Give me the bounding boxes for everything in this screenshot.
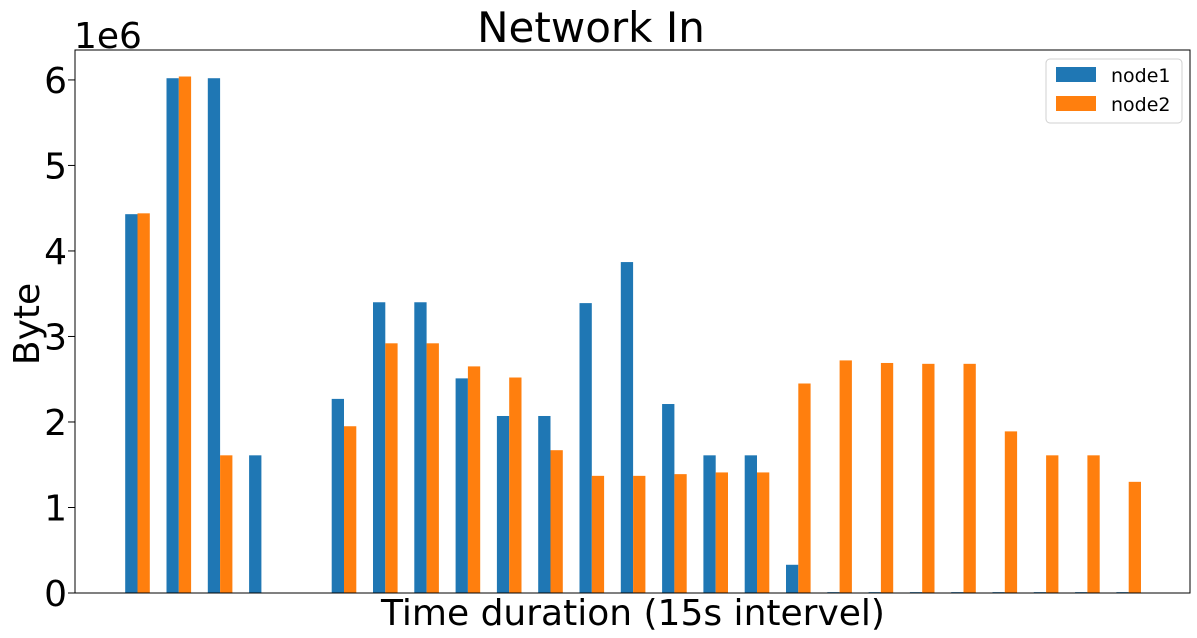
bar-node1-6: [331, 398, 344, 593]
bar-node2-16: [757, 472, 770, 593]
y-axis-ticks: 0 1 2 3 4 5 6: [44, 61, 75, 615]
bar-node1-3: [207, 78, 221, 594]
y-tick-label-6: 6: [44, 61, 67, 102]
y-tick-label-1: 1: [44, 488, 67, 529]
x-axis-label: Time duration (15s intervel): [380, 593, 885, 634]
bar-node1-7: [373, 302, 386, 593]
y-tick-label-2: 2: [44, 403, 67, 444]
legend: node1 node2: [1045, 58, 1183, 124]
y-tick-label-3: 3: [44, 317, 67, 358]
plot-area-frame: [74, 49, 1191, 594]
chart-title: Network In: [477, 3, 705, 52]
bar-node1-13: [620, 262, 634, 593]
y-tick-label-0: 0: [44, 574, 67, 615]
bar-node1-10: [496, 415, 510, 593]
bar-node2-14: [674, 474, 687, 593]
bar-node2-13: [633, 475, 646, 593]
bar-node1-4: [249, 455, 262, 593]
bar-node2-22: [1004, 431, 1018, 593]
bar-node1-12: [579, 303, 592, 593]
bar-node2-8: [426, 343, 439, 593]
bar-node1-8: [414, 302, 427, 593]
bar-node2-6: [344, 426, 357, 593]
bar-node1-2: [166, 78, 179, 594]
legend-label-node2: node2: [1111, 94, 1171, 116]
bar-node2-7: [385, 343, 398, 593]
legend-label-node1: node1: [1111, 65, 1171, 87]
bar-node2-9: [467, 366, 481, 593]
bar-node2-10: [509, 377, 522, 593]
legend-swatch-node1: [1056, 67, 1096, 82]
bar-node1-11: [538, 415, 551, 593]
bar-node1-1: [125, 214, 138, 593]
bar-node2-25: [1128, 481, 1141, 593]
bar-node2-23: [1046, 455, 1059, 593]
bar-node2-11: [550, 450, 563, 593]
bar-node2-18: [839, 360, 852, 593]
bar-node2-21: [963, 363, 976, 593]
bar-node1-17: [786, 564, 799, 593]
y-axis-scale-label: 1e6: [74, 16, 142, 57]
bar-node1-16: [744, 455, 757, 593]
bar-node2-19: [880, 362, 894, 593]
bar-node1-14: [662, 404, 675, 593]
bar-node2-15: [715, 472, 728, 593]
y-tick-label-4: 4: [44, 232, 67, 273]
y-axis-label: Byte: [7, 283, 48, 365]
bar-node1-15: [703, 455, 716, 593]
bars-group: [125, 76, 1141, 594]
legend-swatch-node2: [1056, 96, 1096, 111]
bar-node2-12: [591, 475, 605, 593]
bar-node2-20: [922, 363, 935, 593]
bar-node2-17: [798, 383, 811, 593]
bar-node1-9: [455, 378, 468, 593]
bar-node2-24: [1087, 455, 1100, 593]
bar-node2-2: [178, 76, 192, 593]
bar-node2-1: [137, 213, 150, 593]
bar-node2-3: [220, 455, 233, 593]
y-tick-label-5: 5: [44, 146, 67, 187]
